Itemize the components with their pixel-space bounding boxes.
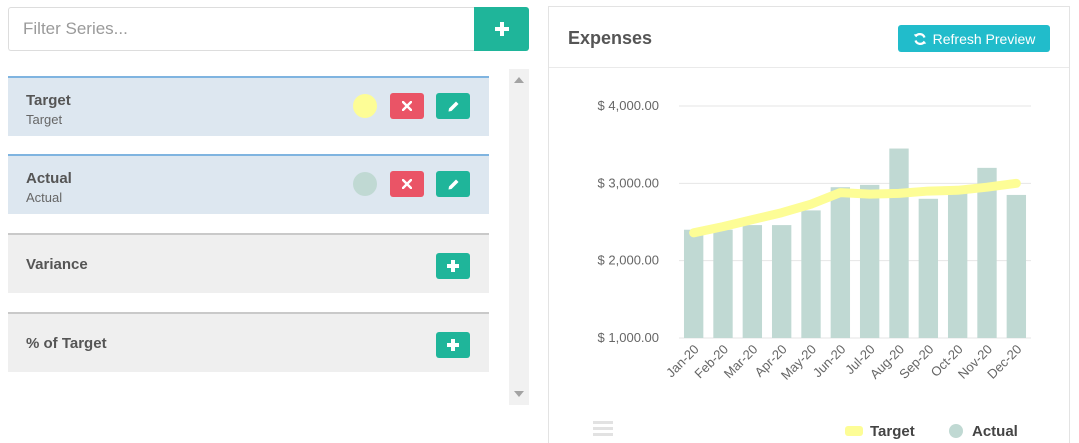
edit-series-button[interactable]	[436, 171, 470, 197]
add-percent-of-target-button[interactable]	[436, 332, 470, 358]
bar-actual[interactable]	[713, 229, 733, 338]
filter-series-input[interactable]	[8, 7, 475, 51]
expenses-chart: $ 4,000.00 $ 3,000.00 $ 2,000.00 $ 1,000.00…	[598, 98, 1031, 440]
bar-actual[interactable]	[1006, 194, 1027, 338]
add-variance-button[interactable]	[436, 253, 470, 279]
refresh-preview-label: Refresh Preview	[932, 30, 1036, 47]
series-name: Variance	[26, 256, 88, 273]
close-icon	[402, 101, 412, 111]
bar-actual[interactable]	[771, 225, 792, 338]
plus-icon	[447, 260, 459, 272]
bar-actual[interactable]	[859, 184, 880, 338]
plus-icon	[447, 339, 459, 351]
legend-label-actual[interactable]: Actual	[972, 423, 1018, 440]
remove-series-button[interactable]	[390, 93, 424, 119]
bar-actual[interactable]	[918, 198, 939, 338]
legend-label-target[interactable]: Target	[870, 423, 915, 440]
pencil-icon	[448, 101, 458, 111]
scroll-up-arrow-icon[interactable]	[514, 77, 524, 83]
series-item-variance[interactable]: Variance	[8, 233, 489, 293]
series-item-percent-of-target[interactable]: % of Target	[8, 312, 489, 372]
bar-actual[interactable]	[683, 229, 704, 338]
bar-actual[interactable]	[830, 187, 851, 338]
legend-swatch-target	[845, 426, 863, 436]
series-line-target[interactable]	[689, 178, 1021, 238]
close-icon	[402, 179, 412, 189]
series-item-target[interactable]: Target Target	[8, 76, 489, 136]
panel-title: Expenses	[568, 28, 653, 48]
remove-series-button[interactable]	[390, 171, 424, 197]
bar-actual[interactable]	[977, 167, 997, 338]
legend-swatch-actual	[949, 424, 963, 438]
y-tick-label: $ 4,000.00	[598, 98, 659, 113]
x-tick-label: Jun-20	[810, 342, 849, 381]
edit-series-button[interactable]	[436, 93, 470, 119]
bar-actual[interactable]	[889, 148, 909, 338]
series-color-swatch[interactable]	[353, 172, 377, 196]
pencil-icon	[448, 179, 458, 189]
bar-actual[interactable]	[947, 193, 968, 338]
series-name: % of Target	[26, 335, 107, 352]
bar-actual[interactable]	[742, 225, 763, 338]
panel-header: Expenses Refresh Preview	[549, 7, 1069, 68]
y-tick-label: $ 1,000.00	[598, 330, 659, 345]
series-subtitle: Target	[26, 112, 63, 127]
plus-icon	[494, 22, 509, 36]
series-item-actual[interactable]: Actual Actual	[8, 154, 489, 214]
series-name: Actual	[26, 170, 72, 187]
series-name: Target	[26, 92, 71, 109]
x-tick-label: Mar-20	[721, 342, 761, 382]
refresh-preview-button[interactable]: Refresh Preview	[898, 25, 1050, 52]
y-tick-label: $ 2,000.00	[598, 253, 659, 268]
bar-actual[interactable]	[801, 210, 821, 338]
chart-preview-panel: Expenses Refresh Preview $ 4,000.00 $ 3,0…	[548, 6, 1070, 443]
series-color-swatch[interactable]	[353, 94, 377, 118]
refresh-icon	[913, 32, 926, 45]
series-list-scrollbar[interactable]	[509, 69, 529, 405]
add-series-button[interactable]	[474, 7, 529, 51]
scroll-down-arrow-icon[interactable]	[514, 391, 524, 397]
chart-menu-icon[interactable]	[593, 421, 613, 439]
series-subtitle: Actual	[26, 190, 63, 205]
y-tick-label: $ 3,000.00	[598, 175, 659, 190]
